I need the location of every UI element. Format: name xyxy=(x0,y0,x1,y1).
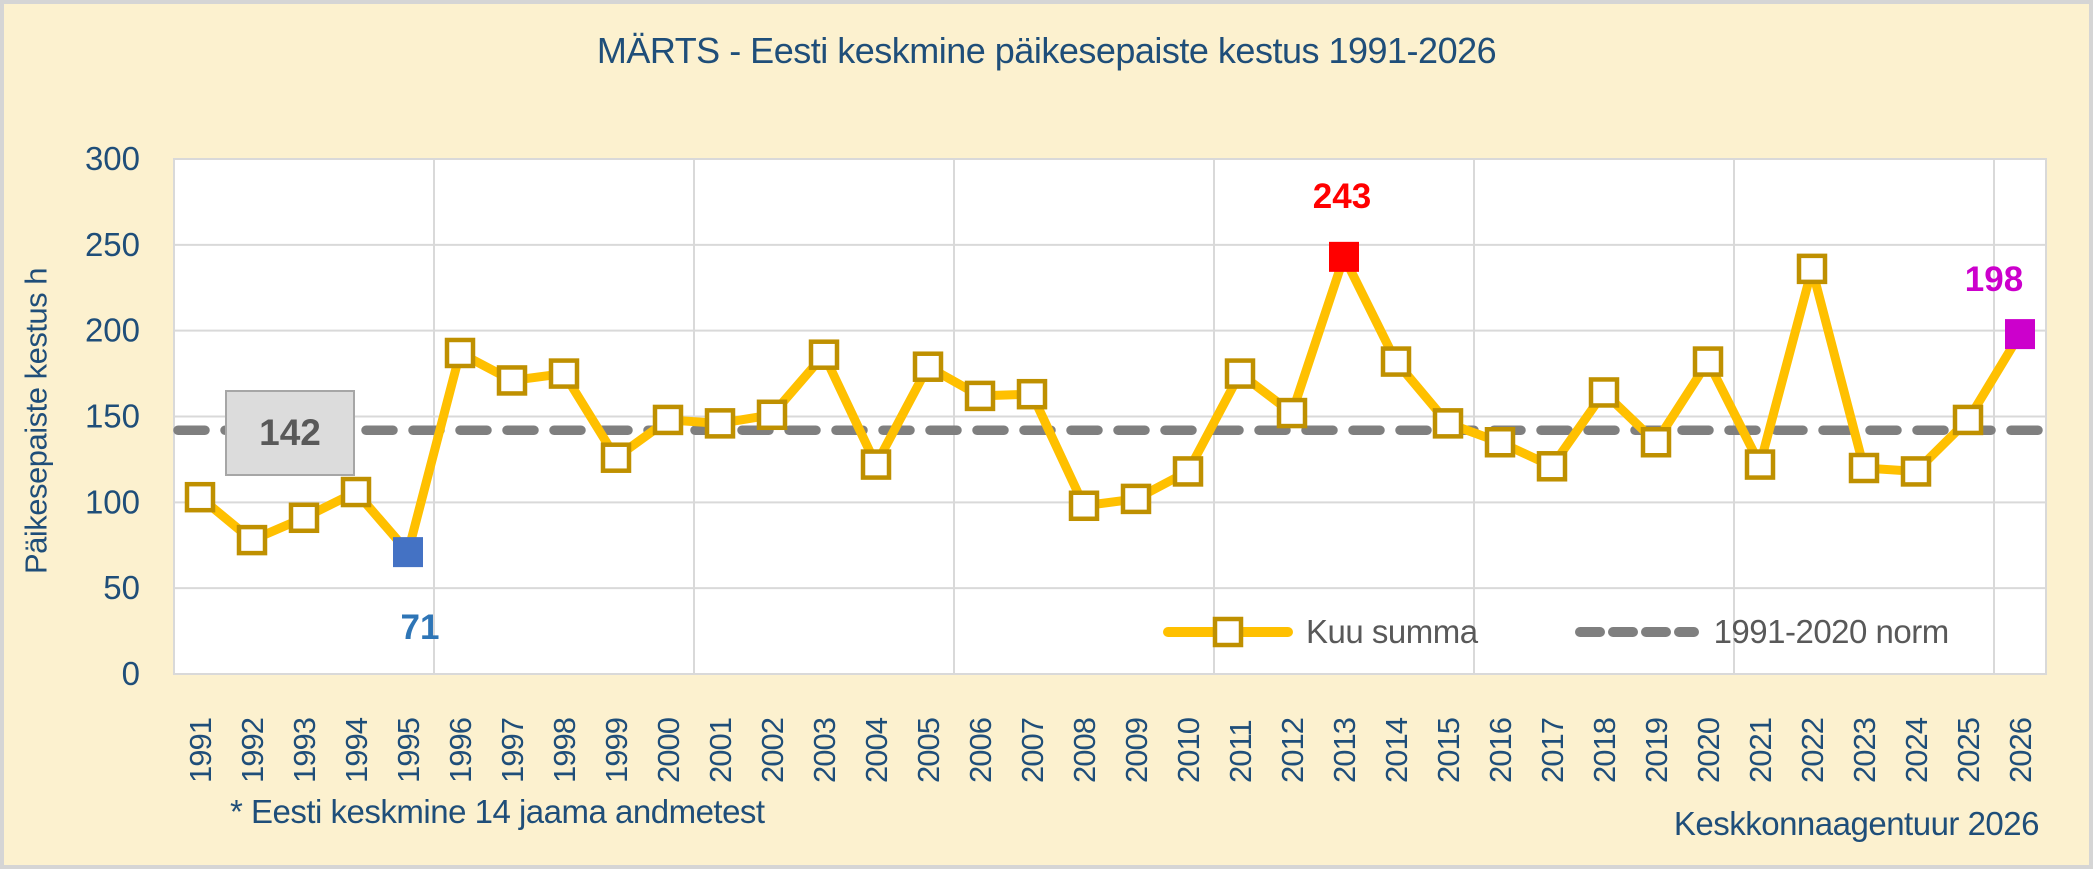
x-tick-label: 2024 xyxy=(1899,717,1934,783)
data-point-marker xyxy=(496,365,528,396)
data-point-marker xyxy=(964,380,996,412)
y-tick-label: 100 xyxy=(85,483,140,520)
source-credit: Keskkonnaagentuur 2026 xyxy=(1673,805,2040,842)
legend-norm-dashed-sample xyxy=(1574,627,1699,637)
y-tick-label: 300 xyxy=(85,140,140,177)
x-tick-label: 2001 xyxy=(703,718,738,783)
x-tick-label: 1991 xyxy=(183,718,218,783)
chart-title: MÄRTS - Eesti keskmine päikesepaiste kes… xyxy=(596,30,1497,71)
data-point-marker xyxy=(548,358,580,389)
data-point-marker xyxy=(808,339,840,370)
x-tick-label: 1995 xyxy=(391,718,426,783)
y-tick-label: 0 xyxy=(122,655,140,692)
x-tick-label: 2012 xyxy=(1275,718,1310,783)
data-point-marker xyxy=(1588,377,1620,408)
data-point-marker xyxy=(236,524,268,556)
x-tick-label: 2006 xyxy=(963,718,998,783)
data-point-marker xyxy=(704,408,736,439)
legend-label-norm: 1991-2020 norm xyxy=(1713,613,1950,650)
x-tick-label: 2010 xyxy=(1171,717,1206,783)
data-point-marker xyxy=(1380,346,1412,377)
x-tick-label: 2011 xyxy=(1223,720,1258,783)
footnote: * Eesti keskmine 14 jaama andmetest xyxy=(230,793,765,830)
data-point-marker xyxy=(1068,490,1100,522)
chart-canvas: 0 50 100 150 200 250 300 1991 1992 1993 1994 1995 19… xyxy=(85,140,2047,783)
data-point-marker xyxy=(1848,452,1880,484)
data-point-marker xyxy=(288,502,320,534)
data-point-marker xyxy=(340,476,372,508)
x-tick-label: 2016 xyxy=(1483,718,1518,783)
x-tick-label: 1998 xyxy=(547,718,582,783)
data-point-marker xyxy=(1224,358,1256,389)
annotation-2013-maximum: 243 xyxy=(1312,176,1372,216)
x-tick-label: 2020 xyxy=(1691,717,1726,783)
x-tick-label: 1997 xyxy=(495,718,530,783)
legend-series-marker xyxy=(1212,616,1244,648)
legend-label-kuu-summa: Kuu summa xyxy=(1306,613,1478,650)
data-point-marker xyxy=(1952,404,1984,436)
legend-series-line-sample xyxy=(1163,616,1293,648)
data-point-marker xyxy=(1432,408,1464,439)
x-tick-label: 2017 xyxy=(1535,718,1570,783)
data-point-marker-special xyxy=(393,537,423,568)
x-tick-label: 2008 xyxy=(1067,718,1102,783)
data-point-marker xyxy=(1900,456,1932,487)
y-tick-label: 150 xyxy=(85,398,140,435)
x-tick-label: 2000 xyxy=(651,717,686,783)
x-tick-label: 1993 xyxy=(287,718,322,783)
data-point-marker xyxy=(444,337,476,369)
data-point-marker xyxy=(1536,451,1568,482)
data-point-marker xyxy=(860,449,892,480)
data-point-marker xyxy=(1276,397,1308,429)
x-tick-label: 2003 xyxy=(807,718,842,783)
y-tick-label: 250 xyxy=(85,226,140,263)
data-point-marker xyxy=(1120,483,1152,515)
x-tick-label: 2023 xyxy=(1847,718,1882,783)
x-tick-label: 2018 xyxy=(1587,718,1622,783)
data-point-marker xyxy=(912,351,944,382)
x-tick-label: 2021 xyxy=(1743,718,1778,783)
data-point-marker-special xyxy=(2005,319,2035,350)
data-point-marker xyxy=(184,481,216,513)
x-tick-label: 2007 xyxy=(1015,718,1050,783)
y-tick-label: 200 xyxy=(85,312,140,349)
plot-border xyxy=(173,158,2047,675)
data-point-marker xyxy=(1640,427,1672,458)
annotation-1995-minimum: 71 xyxy=(400,608,440,648)
legend: Kuu summa 1991-2020 norm xyxy=(1162,604,1949,660)
x-tick-label: 2026 xyxy=(2003,718,2038,783)
x-tick-label: 1994 xyxy=(339,717,374,783)
x-tick-label: 2009 xyxy=(1119,718,1154,783)
x-tick-label: 2022 xyxy=(1795,718,1830,783)
data-point-marker xyxy=(1692,346,1724,377)
x-tick-label: 2013 xyxy=(1327,718,1362,783)
data-point-marker-special xyxy=(1329,241,1359,272)
x-tick-label: 2014 xyxy=(1379,717,1414,783)
x-tick-label: 1992 xyxy=(235,718,270,783)
x-tick-label: 1996 xyxy=(443,718,478,783)
x-tick-label: 1999 xyxy=(599,718,634,783)
data-point-marker xyxy=(756,399,788,431)
annotation-2026-latest: 198 xyxy=(1964,260,2024,300)
data-point-marker xyxy=(1016,378,1048,410)
x-tick-label: 2004 xyxy=(859,717,894,783)
y-tick-label: 50 xyxy=(103,569,140,606)
x-tick-label: 2015 xyxy=(1431,718,1466,783)
data-point-marker xyxy=(652,404,684,436)
norm-value-box: 142 xyxy=(225,390,355,477)
x-tick-label: 2005 xyxy=(911,718,946,783)
x-tick-label: 2019 xyxy=(1639,718,1674,783)
data-point-marker xyxy=(1796,253,1828,285)
data-point-marker xyxy=(1744,449,1776,480)
x-tick-label: 2002 xyxy=(755,718,790,783)
data-point-marker xyxy=(1172,456,1204,487)
data-point-marker xyxy=(1484,427,1516,458)
x-tick-label: 2025 xyxy=(1951,718,1986,783)
data-point-marker xyxy=(600,442,632,473)
